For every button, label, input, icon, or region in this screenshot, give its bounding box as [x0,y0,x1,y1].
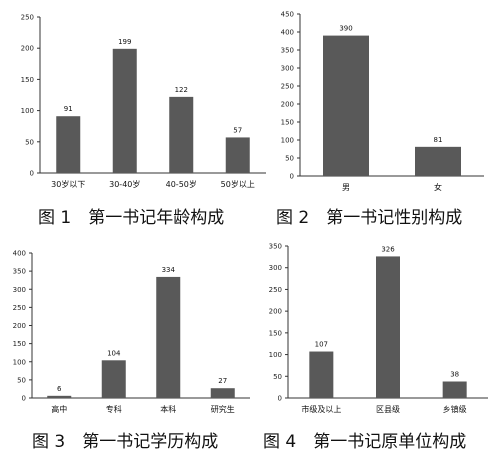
y-tick-label: 50 [17,376,26,384]
data-label: 57 [233,126,242,134]
y-tick-label: 250 [281,83,294,91]
bar [156,276,181,398]
y-tick-label: 150 [281,119,294,127]
data-label: 326 [381,245,395,253]
education-bar-chart: 0 50 100 150 200 250 300 350 400 6 高中 104 专科 334 本科 27 研… [13,250,250,414]
data-label: 122 [175,86,188,94]
bar [169,96,194,173]
category-label: 乡镇级 [443,404,467,414]
category-label: 本科 [160,404,176,414]
bar [415,146,461,176]
y-tick-label: 300 [13,286,26,294]
y-tick-label: 0 [278,395,282,403]
y-tick-label: 200 [21,45,34,53]
y-tick-label: 250 [269,286,282,294]
data-label: 107 [315,341,328,349]
bar [112,48,137,173]
category-label: 40-50岁 [166,179,197,189]
bar [210,388,235,398]
y-tick-label: 350 [269,243,282,251]
figure-2-caption: 图 2 第一书记性别构成 [276,208,463,228]
y-tick-label: 200 [13,322,26,330]
category-label: 高中 [51,404,67,414]
y-tick-label: 450 [281,11,294,19]
y-tick-label: 50 [285,155,294,163]
data-label: 334 [162,266,176,274]
data-label: 27 [218,377,227,385]
origin-unit-bar-chart: 0 50 100 150 200 250 300 350 107 市级及以上 326 区县级 38 乡镇级 [269,243,488,414]
y-tick-label: 150 [21,76,34,84]
category-label: 男 [342,183,350,192]
y-tick-label: 200 [281,101,294,109]
data-label: 81 [434,136,443,144]
y-tick-label: 350 [13,268,26,276]
bar [225,137,250,173]
data-label: 104 [107,349,121,357]
age-bar-chart: 0 50 100 150 200 250 91 30岁以下 199 30-40岁 122 40-50岁… [21,14,266,189]
y-tick-label: 350 [281,47,294,55]
bar [101,360,126,398]
y-tick-label: 0 [22,395,26,403]
y-tick-label: 100 [21,107,34,115]
y-tick-label: 50 [25,138,34,146]
bar [323,35,369,176]
category-label: 30-40岁 [109,179,140,189]
bar [309,351,334,398]
data-label: 390 [339,25,352,33]
figure-1-caption: 图 1 第一书记年龄构成 [38,208,225,228]
y-tick-label: 250 [13,304,26,312]
category-label: 专科 [106,404,122,414]
category-label: 研究生 [211,404,235,414]
category-label: 50岁以上 [221,179,255,189]
gender-bar-chart: 0 50 100 150 200 250 300 350 400 450 390 男 81 女 [281,11,484,192]
bar [56,116,81,173]
figure-3-caption: 图 3 第一书记学历构成 [32,432,219,452]
y-tick-label: 400 [281,29,294,37]
y-tick-label: 200 [269,308,282,316]
y-tick-label: 150 [13,340,26,348]
y-tick-label: 400 [13,250,26,258]
bar [376,256,400,398]
data-label: 91 [64,105,73,113]
data-label: 38 [450,370,459,378]
y-tick-label: 300 [269,264,282,272]
y-tick-label: 250 [21,14,34,22]
data-label: 6 [57,385,62,393]
category-label: 区县级 [376,404,400,414]
y-tick-label: 100 [281,137,294,145]
y-tick-label: 0 [290,173,294,181]
figure-4-caption: 图 4 第一书记原单位构成 [263,432,467,452]
bar [442,381,467,398]
y-tick-label: 100 [13,358,26,366]
y-tick-label: 100 [269,351,282,359]
y-tick-label: 300 [281,65,294,73]
y-tick-label: 50 [273,373,282,381]
y-tick-label: 150 [269,329,282,337]
y-tick-label: 0 [30,170,34,178]
category-label: 市级及以上 [301,404,341,414]
category-label: 女 [434,182,442,192]
bar [47,395,72,398]
category-label: 30岁以下 [51,179,85,189]
data-label: 199 [118,38,131,46]
